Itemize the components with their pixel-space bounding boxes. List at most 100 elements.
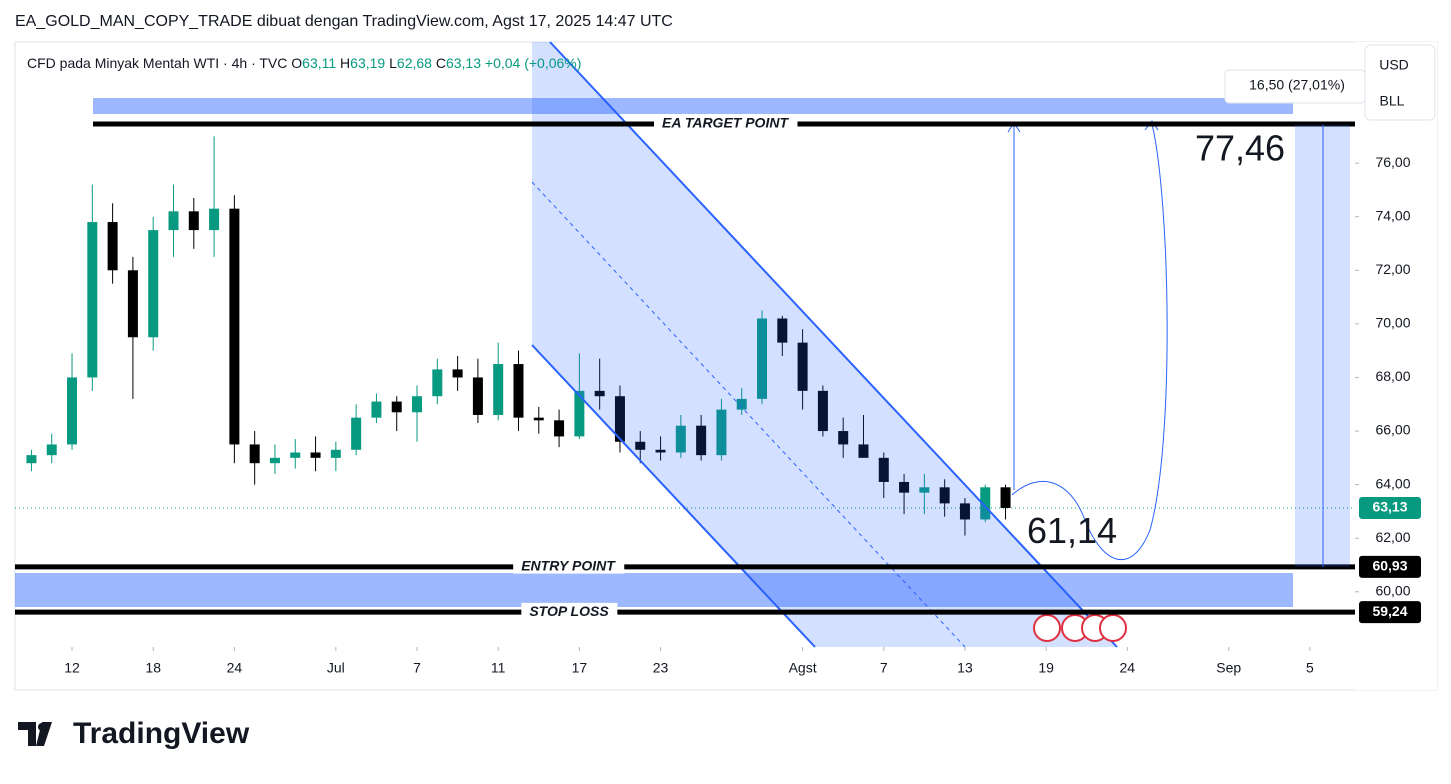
measure-label: 16,50 (27,01%) — [1249, 77, 1345, 93]
candle-body — [229, 208, 240, 445]
arrow — [1007, 122, 1021, 490]
candle-body — [533, 417, 544, 421]
ohlc-key: L — [389, 55, 397, 71]
candle-body — [696, 425, 707, 456]
candle-body — [472, 377, 483, 415]
candle-body — [594, 390, 605, 397]
candle-body — [817, 390, 828, 432]
level-label-bg — [654, 114, 798, 131]
candle-body — [574, 390, 585, 437]
y-tick-label: 68,00 — [1375, 368, 1410, 384]
candle-body — [1000, 487, 1011, 508]
x-tick-label: 11 — [491, 660, 506, 676]
candle-body — [269, 457, 280, 464]
candle-body — [432, 369, 443, 397]
event-flags — [1033, 614, 1127, 642]
ohlc-key: O — [291, 55, 302, 71]
x-tick-label: 17 — [572, 660, 588, 676]
level-label: EA TARGET POINT — [662, 115, 789, 131]
x-tick-label: 18 — [145, 660, 161, 676]
page-title: EA_GOLD_MAN_COPY_TRADE dibuat dengan Tra… — [15, 13, 673, 30]
ohlc-value: 63,13 — [446, 55, 481, 71]
candle-body — [757, 318, 768, 399]
logo-text: TradingView — [73, 717, 250, 750]
candle-body — [939, 487, 950, 504]
channel-mid — [531, 181, 966, 648]
candle-body — [675, 425, 686, 453]
change: +0,04 (+0,06%) — [485, 55, 582, 71]
candle-body — [412, 396, 423, 413]
ohlc-value: 63,11 — [302, 55, 336, 71]
candle-body — [168, 211, 179, 231]
candle-body — [980, 487, 991, 520]
candle-body — [330, 449, 341, 458]
candle-body — [127, 270, 138, 338]
candle-body — [290, 452, 301, 458]
price-axis — [1355, 42, 1437, 690]
price-label: 63,13 — [1372, 499, 1407, 515]
ohlc-value: 62,68 — [397, 55, 432, 71]
candle-body — [46, 444, 57, 456]
price-label-bg — [1359, 496, 1421, 519]
x-tick-label: Agst — [789, 660, 817, 676]
currency[interactable]: USD — [1379, 57, 1409, 73]
arrow — [1011, 120, 1168, 561]
candle-body — [635, 441, 646, 450]
candle-body — [736, 398, 747, 410]
price-label-bg — [1359, 601, 1421, 624]
x-tick-label: Jul — [327, 660, 345, 676]
ohlc-value: 63,19 — [350, 55, 385, 71]
candle-body — [838, 431, 849, 445]
x-tick-label: 23 — [653, 660, 669, 676]
symbol: CFD pada Minyak Mentah WTI · 4h · TVC — [27, 55, 287, 71]
candle-body — [797, 342, 808, 391]
candle-body — [655, 449, 666, 453]
channel-line — [531, 344, 816, 648]
ohlc-key: H — [340, 55, 350, 71]
x-tick-label: 13 — [957, 660, 973, 676]
candle-body — [878, 457, 889, 482]
channel-line — [549, 41, 1118, 648]
candle-body — [716, 409, 727, 456]
candle-body — [452, 369, 463, 378]
logo: TradingView — [18, 717, 250, 750]
ohlc-key: C — [436, 55, 446, 71]
candle-body — [899, 481, 910, 493]
candle-body — [148, 230, 159, 338]
price-label: 60,93 — [1372, 558, 1407, 574]
level-label-bg — [513, 557, 625, 574]
y-tick-label: 70,00 — [1375, 315, 1410, 331]
zone — [93, 98, 1293, 114]
candle-body — [391, 401, 402, 413]
measure-box — [1224, 69, 1366, 104]
x-tick-label: 24 — [227, 660, 243, 676]
annotation: 61,14 — [1027, 510, 1117, 551]
candle-body — [614, 396, 625, 442]
y-tick-label: 72,00 — [1375, 261, 1410, 277]
price-label-bg — [1359, 555, 1421, 578]
candle-body — [209, 208, 220, 231]
candle-body — [67, 377, 78, 445]
x-tick-label: 24 — [1120, 660, 1136, 676]
candle-body — [919, 487, 930, 493]
candle-body — [777, 318, 788, 343]
channel-fill — [532, 42, 1117, 647]
candle-body — [513, 364, 524, 418]
candle-body — [87, 222, 98, 378]
candle-body — [26, 455, 37, 464]
currency[interactable]: BLL — [1380, 93, 1405, 109]
level-label-bg — [521, 602, 618, 619]
level-label: STOP LOSS — [529, 603, 609, 619]
y-tick-label: 66,00 — [1375, 422, 1410, 438]
y-tick-label: 60,00 — [1375, 583, 1410, 599]
annotation: 77,46 — [1195, 128, 1285, 169]
x-tick-label: Sep — [1216, 660, 1241, 676]
candle-body — [858, 444, 869, 458]
y-tick-label: 62,00 — [1375, 529, 1410, 545]
candle-body — [107, 222, 118, 271]
candle-body — [310, 452, 321, 458]
candle-body — [959, 503, 970, 520]
y-tick-label: 64,00 — [1375, 475, 1410, 491]
candle-body — [188, 211, 199, 231]
candle-body — [249, 444, 260, 464]
